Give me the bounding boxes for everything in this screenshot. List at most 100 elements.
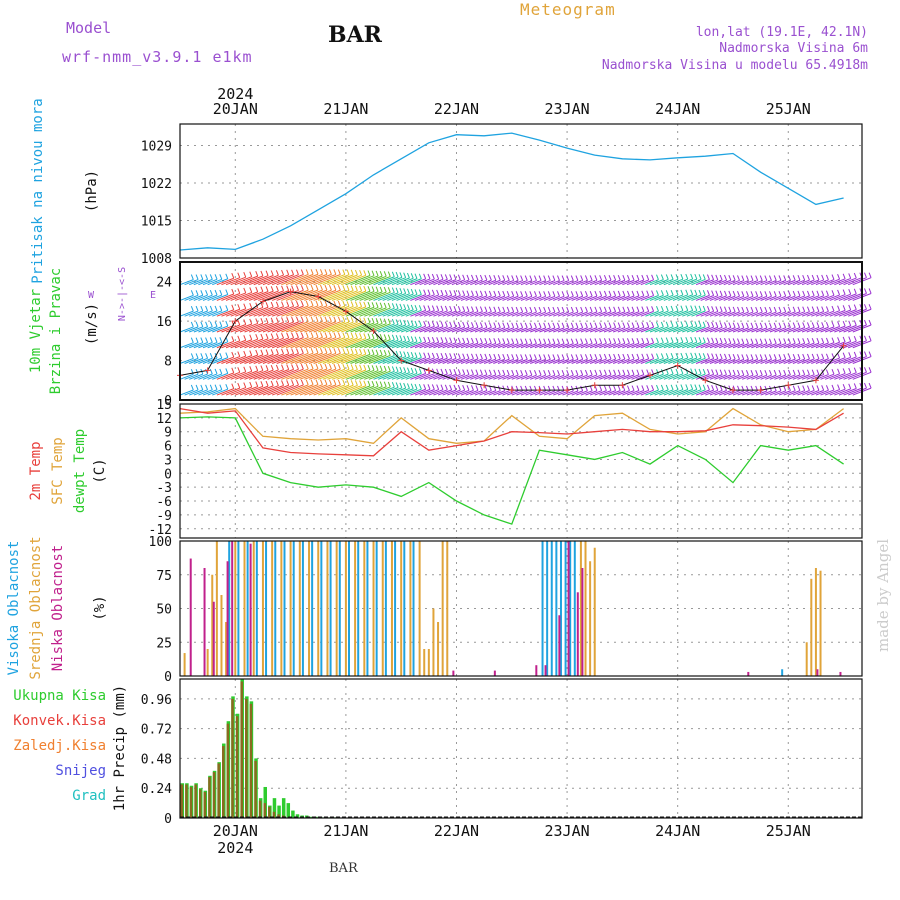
wind-barb-tick bbox=[670, 368, 674, 375]
wind-barb-tick bbox=[511, 354, 515, 360]
wind-barb-tick bbox=[506, 306, 510, 313]
wind-barb bbox=[612, 295, 626, 301]
wind-barb-tick bbox=[383, 365, 387, 372]
wind-barb-tick bbox=[706, 384, 710, 391]
wind-barb-tick bbox=[613, 306, 617, 312]
wind-barb bbox=[847, 371, 867, 380]
wind-barb bbox=[331, 369, 358, 380]
wind-barb bbox=[281, 352, 309, 364]
wind-barb bbox=[557, 280, 569, 286]
wind-barb bbox=[792, 390, 805, 396]
wind-barb bbox=[244, 322, 269, 333]
wind-barb-tick bbox=[371, 349, 375, 355]
wind-barb bbox=[506, 374, 519, 380]
wind-barb bbox=[520, 280, 533, 286]
wind-barb bbox=[714, 358, 727, 364]
wind-barb bbox=[612, 342, 626, 349]
wind-barb bbox=[829, 372, 846, 380]
wind-barb-tick bbox=[631, 290, 635, 297]
wind-barb bbox=[847, 356, 867, 364]
wind-barb-tick bbox=[291, 348, 295, 354]
wind-barb bbox=[769, 295, 782, 301]
wind-barb-tick bbox=[660, 384, 664, 391]
wind-barb-tick bbox=[543, 338, 547, 344]
wind-barb-tick bbox=[520, 306, 524, 313]
wind-barb bbox=[179, 389, 194, 396]
wind-barb-tick bbox=[457, 337, 461, 343]
wind-barb-tick bbox=[475, 290, 479, 296]
wind-barb bbox=[184, 310, 199, 317]
wind-barb-tick bbox=[410, 367, 414, 374]
wind-barb-tick bbox=[225, 352, 229, 358]
wind-barb bbox=[276, 305, 304, 317]
wind-barb-tick bbox=[305, 285, 309, 291]
wind-barb bbox=[530, 374, 542, 380]
wind-barb-tick bbox=[797, 353, 801, 360]
wind-barb bbox=[723, 279, 736, 286]
wind-barb bbox=[576, 295, 588, 301]
wind-barb-tick bbox=[745, 291, 749, 297]
wind-barb bbox=[525, 390, 537, 396]
cloud-bar-2 bbox=[544, 665, 547, 676]
wind-barb bbox=[276, 352, 304, 364]
wind-barb-tick bbox=[342, 332, 346, 338]
wind-barb bbox=[815, 326, 829, 333]
wind-barb bbox=[331, 353, 358, 364]
wind-barb bbox=[290, 336, 319, 349]
wind-barb-tick bbox=[328, 284, 332, 291]
wind-barb bbox=[626, 326, 640, 333]
wind-barb bbox=[534, 390, 546, 396]
wind-barb bbox=[474, 342, 488, 349]
wind-barb bbox=[843, 371, 863, 380]
wind-barb-tick bbox=[806, 274, 810, 281]
wind-barb-tick bbox=[594, 369, 598, 376]
wind-barb-tick bbox=[864, 288, 867, 294]
wind-barb-tick bbox=[457, 290, 461, 296]
wind-barb-tick bbox=[190, 384, 194, 391]
wind-barb-tick bbox=[333, 379, 337, 386]
wind-barb bbox=[820, 279, 835, 286]
wind-barb-tick bbox=[741, 322, 745, 329]
wind-barb-tick bbox=[732, 322, 736, 328]
wind-barb-tick bbox=[680, 352, 684, 359]
wind-barb-tick bbox=[231, 273, 235, 279]
wind-barb bbox=[797, 374, 810, 380]
wind-barb-tick bbox=[802, 369, 806, 375]
wind-barb bbox=[377, 339, 399, 349]
wind-barb bbox=[451, 295, 465, 301]
wind-barb-tick bbox=[436, 321, 440, 327]
wind-barb-tick bbox=[324, 348, 328, 354]
wind-barb-tick bbox=[237, 367, 241, 373]
wind-barb-tick bbox=[737, 322, 740, 328]
wind-barb bbox=[442, 342, 457, 349]
wind-barb-tick bbox=[488, 369, 492, 375]
wind-barb-tick bbox=[466, 306, 470, 312]
wind-barb-tick bbox=[346, 379, 350, 386]
wind-barb-tick bbox=[745, 322, 749, 329]
wind-barb-tick bbox=[580, 338, 584, 344]
wind-barb-tick bbox=[436, 337, 440, 343]
wind-barb bbox=[364, 370, 387, 380]
wind-barb bbox=[520, 327, 533, 333]
wind-barb-tick bbox=[270, 301, 274, 308]
wind-barb bbox=[179, 326, 194, 333]
wind-barb-tick bbox=[864, 367, 867, 373]
wind-barb bbox=[801, 295, 815, 301]
wind-barb bbox=[327, 321, 354, 333]
wind-barb bbox=[815, 279, 829, 286]
wind-barb bbox=[774, 390, 786, 396]
wind-barb-tick bbox=[305, 379, 309, 386]
wind-barb-tick bbox=[848, 273, 852, 279]
wind-barb-tick bbox=[842, 289, 846, 295]
wind-barb bbox=[359, 291, 383, 301]
wind-barb-tick bbox=[665, 384, 669, 391]
wind-barb-tick bbox=[265, 380, 269, 387]
wind-barb-tick bbox=[764, 369, 768, 376]
ytick-label-wind: 0 bbox=[164, 394, 172, 409]
wind-barb bbox=[276, 321, 304, 333]
wind-barb-tick bbox=[387, 318, 391, 325]
wind-barb bbox=[442, 373, 457, 380]
wind-barb bbox=[677, 341, 693, 349]
wind-barb bbox=[525, 374, 537, 380]
wind-barb-tick bbox=[488, 274, 492, 281]
